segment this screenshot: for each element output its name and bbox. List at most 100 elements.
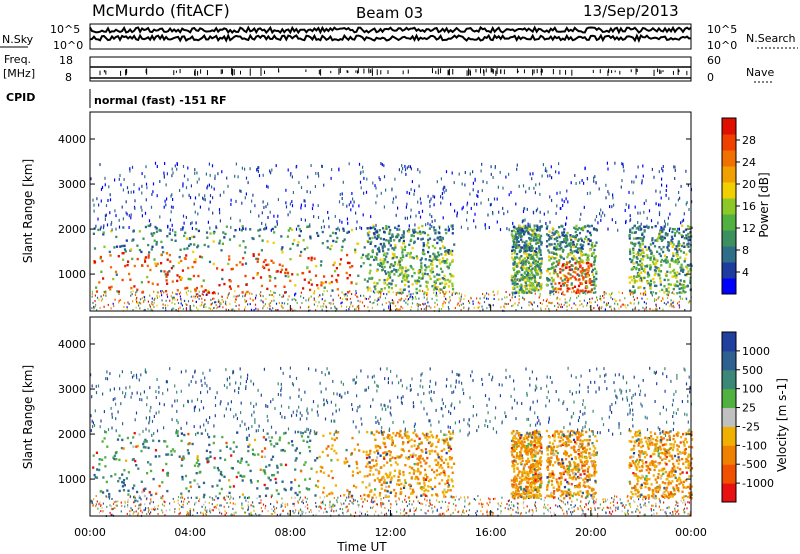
heatmap-cell [518,244,521,247]
heatmap-cell [678,291,681,294]
heatmap-cell [325,305,327,308]
heatmap-cell [621,162,623,166]
heatmap-cell [270,436,274,439]
heatmap-cell [531,257,534,260]
heatmap-cell [150,493,153,497]
heatmap-cell [572,255,575,258]
heatmap-cell [307,488,310,491]
heatmap-cell [680,297,682,300]
heatmap-cell [170,266,173,270]
heatmap-cell [458,297,460,300]
heatmap-cell [660,196,662,200]
heatmap-cell [319,294,321,297]
heatmap-cell [643,268,646,271]
heatmap-cell [529,276,532,280]
heatmap-cell [172,298,174,301]
heatmap-cell [398,469,401,472]
heatmap-cell [377,234,380,237]
heatmap-cell [555,247,558,251]
heatmap-cell [256,168,258,171]
heatmap-cell [441,270,444,273]
heatmap-cell [378,229,381,232]
heatmap-cell [398,238,401,242]
heatmap-cell [302,287,305,290]
heatmap-cell [123,302,126,305]
heatmap-cell [466,211,468,214]
heatmap-cell [664,470,667,474]
heatmap-cell [630,260,633,264]
heatmap-cell [402,230,405,233]
heatmap-cell [571,291,573,294]
heatmap-cell [679,441,682,444]
power-heatmap-cells [90,161,693,313]
heatmap-cell [677,198,679,202]
heatmap-cell [568,265,571,269]
heatmap-cell [192,274,195,278]
heatmap-cell [352,204,354,208]
heatmap-cell [156,262,159,266]
heatmap-cell [635,175,637,179]
heatmap-cell [476,202,478,206]
heatmap-cell [387,239,390,242]
heatmap-cell [405,279,408,282]
heatmap-cell [373,285,376,288]
heatmap-cell [589,290,591,293]
heatmap-cell [509,293,511,296]
heatmap-cell [153,301,155,304]
heatmap-cell [219,305,221,308]
heatmap-cell [575,249,578,252]
heatmap-cell [170,295,172,298]
heatmap-cell [549,445,552,448]
heatmap-cell [443,246,446,249]
heatmap-cell [585,274,588,278]
heatmap-cell [683,291,686,294]
heatmap-cell [357,299,359,302]
heatmap-cell [550,452,553,455]
heatmap-cell [331,437,334,440]
heatmap-cell [514,272,517,275]
heatmap-cell [330,294,332,297]
heatmap-cell [342,180,344,184]
heatmap-cell [144,175,146,179]
heatmap-cell [490,172,492,176]
heatmap-cell [120,183,122,187]
heatmap-cell [368,272,371,275]
heatmap-cell [586,256,589,260]
heatmap-cell [579,304,581,307]
heatmap-cell [209,173,211,177]
heatmap-cell [496,197,498,201]
heatmap-cell [439,247,442,250]
heatmap-cell [440,449,443,453]
heatmap-cell [568,260,572,263]
heatmap-cell [473,219,475,223]
heatmap-cell [639,228,641,232]
heatmap-cell [321,308,323,311]
heatmap-cell [240,457,243,460]
heatmap-cell [434,450,437,453]
heatmap-cell [676,466,679,469]
heatmap-cell [427,301,429,304]
heatmap-cell [531,285,534,288]
heatmap-cell [369,466,372,469]
heatmap-cell [375,256,378,260]
heatmap-cell [513,268,516,272]
heatmap-cell [287,213,289,217]
heatmap-cell [523,233,526,236]
heatmap-cell [285,291,287,294]
heatmap-cell [162,303,164,306]
heatmap-cell [460,303,462,306]
heatmap-cell [576,273,579,276]
heatmap-cell [371,302,373,305]
heatmap-cell [665,443,668,446]
heatmap-cell [592,227,596,230]
heatmap-cell [553,232,557,235]
heatmap-cell [527,284,530,287]
heatmap-cell [242,240,245,243]
heatmap-cell [513,249,517,252]
heatmap-cell [287,229,290,232]
heatmap-cell [94,305,96,308]
heatmap-cell [341,197,343,200]
heatmap-cell [328,302,330,305]
heatmap-cell [667,294,669,297]
